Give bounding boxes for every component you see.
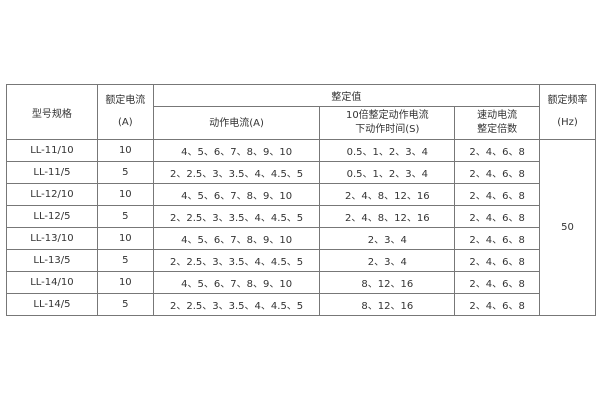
cell-rated: 5 — [96, 293, 154, 316]
cell-model: LL-13/10 — [6, 227, 98, 250]
cell-time: 8、12、16 — [319, 271, 456, 294]
cell-model: LL-14/5 — [6, 293, 98, 316]
cell-time: 8、12、16 — [319, 293, 456, 316]
header-action-current: 动作电流(A) — [152, 106, 321, 140]
table-row: LL-11/5 5 2、2.5、3、3.5、4、4.5、5 0.5、1、2、3、4 2、… — [6, 161, 596, 184]
cell-rated: 10 — [96, 183, 154, 206]
cell-current: 4、5、6、7、8、9、10 — [152, 183, 321, 206]
cell-frequency: 50 — [539, 139, 596, 316]
header-model: 型号规格 — [6, 84, 98, 140]
cell-rated: 5 — [96, 161, 154, 184]
header-rated-frequency: 额定频率 (Hz) — [539, 84, 596, 140]
cell-rated: 10 — [96, 139, 154, 162]
cell-time: 2、3、4 — [319, 227, 456, 250]
header-rated-frequency-line1: 额定频率 — [547, 95, 588, 106]
cell-multiple: 2、4、6、8 — [454, 293, 541, 316]
cell-current: 2、2.5、3、3.5、4、4.5、5 — [152, 161, 321, 184]
cell-current: 4、5、6、7、8、9、10 — [152, 271, 321, 294]
cell-current: 4、5、6、7、8、9、10 — [152, 227, 321, 250]
cell-model: LL-12/10 — [6, 183, 98, 206]
cell-model: LL-12/5 — [6, 205, 98, 228]
cell-multiple: 2、4、6、8 — [454, 249, 541, 272]
cell-current: 2、2.5、3、3.5、4、4.5、5 — [152, 293, 321, 316]
table-body: LL-11/10 10 4、5、6、7、8、9、10 0.5、1、2、3、4 2、4、6… — [6, 139, 596, 316]
header-quick-multiple-line2: 整定倍数 — [477, 124, 518, 135]
table-row: LL-14/10 10 4、5、6、7、8、9、10 8、12、16 2、4、6、8 — [6, 271, 596, 294]
header-action-time-line1: 10倍整定动作电流 — [345, 110, 429, 121]
relay-spec-table: 型号规格 额定电流 (A) 整定值 额定频率 (Hz) 动作电流(A) 10倍整定动… — [6, 84, 596, 316]
table-row: LL-12/5 5 2、2.5、3、3.5、4、4.5、5 2、4、8、12、16 2、… — [6, 205, 596, 228]
cell-model: LL-13/5 — [6, 249, 98, 272]
cell-rated: 5 — [96, 249, 154, 272]
cell-time: 0.5、1、2、3、4 — [319, 139, 456, 162]
cell-multiple: 2、4、6、8 — [454, 205, 541, 228]
cell-multiple: 2、4、6、8 — [454, 183, 541, 206]
header-rated-current-line1: 额定电流 — [105, 95, 146, 106]
header-quick-multiple-line1: 速动电流 — [477, 110, 518, 121]
cell-multiple: 2、4、6、8 — [454, 139, 541, 162]
cell-multiple: 2、4、6、8 — [454, 227, 541, 250]
cell-time: 2、3、4 — [319, 249, 456, 272]
cell-model: LL-11/5 — [6, 161, 98, 184]
header-rated-current-line2: (A) — [117, 117, 133, 128]
header-setting-value: 整定值 — [152, 84, 541, 107]
cell-rated: 5 — [96, 205, 154, 228]
cell-current: 2、2.5、3、3.5、4、4.5、5 — [152, 205, 321, 228]
table-row: LL-13/10 10 4、5、6、7、8、9、10 2、3、4 2、4、6、8 — [6, 227, 596, 250]
cell-current: 2、2.5、3、3.5、4、4.5、5 — [152, 249, 321, 272]
table-row: LL-11/10 10 4、5、6、7、8、9、10 0.5、1、2、3、4 2、4、6… — [6, 139, 596, 316]
cell-model: LL-11/10 — [6, 139, 98, 162]
cell-model: LL-14/10 — [6, 271, 98, 294]
header-model-text: 型号规格 — [31, 108, 72, 120]
cell-time: 2、4、8、12、16 — [319, 205, 456, 228]
table-row: LL-13/5 5 2、2.5、3、3.5、4、4.5、5 2、3、4 2、4、6、8 — [6, 249, 596, 272]
table-row: LL-14/5 5 2、2.5、3、3.5、4、4.5、5 8、12、16 2、4、6、… — [6, 293, 596, 316]
cell-current: 4、5、6、7、8、9、10 — [152, 139, 321, 162]
cell-time: 2、4、8、12、16 — [319, 183, 456, 206]
header-action-time-line2: 下动作时间(S) — [355, 124, 420, 135]
header-action-time: 10倍整定动作电流 下动作时间(S) — [319, 106, 456, 140]
header-quick-multiple: 速动电流 整定倍数 — [454, 106, 541, 140]
header-rated-current: 额定电流 (A) — [96, 84, 154, 140]
cell-rated: 10 — [96, 227, 154, 250]
cell-multiple: 2、4、6、8 — [454, 271, 541, 294]
cell-rated: 10 — [96, 271, 154, 294]
table-row: LL-12/10 10 4、5、6、7、8、9、10 2、4、8、12、16 2、4、6… — [6, 183, 596, 206]
cell-time: 0.5、1、2、3、4 — [319, 161, 456, 184]
header-rated-frequency-line2: (Hz) — [557, 117, 578, 128]
cell-multiple: 2、4、6、8 — [454, 161, 541, 184]
